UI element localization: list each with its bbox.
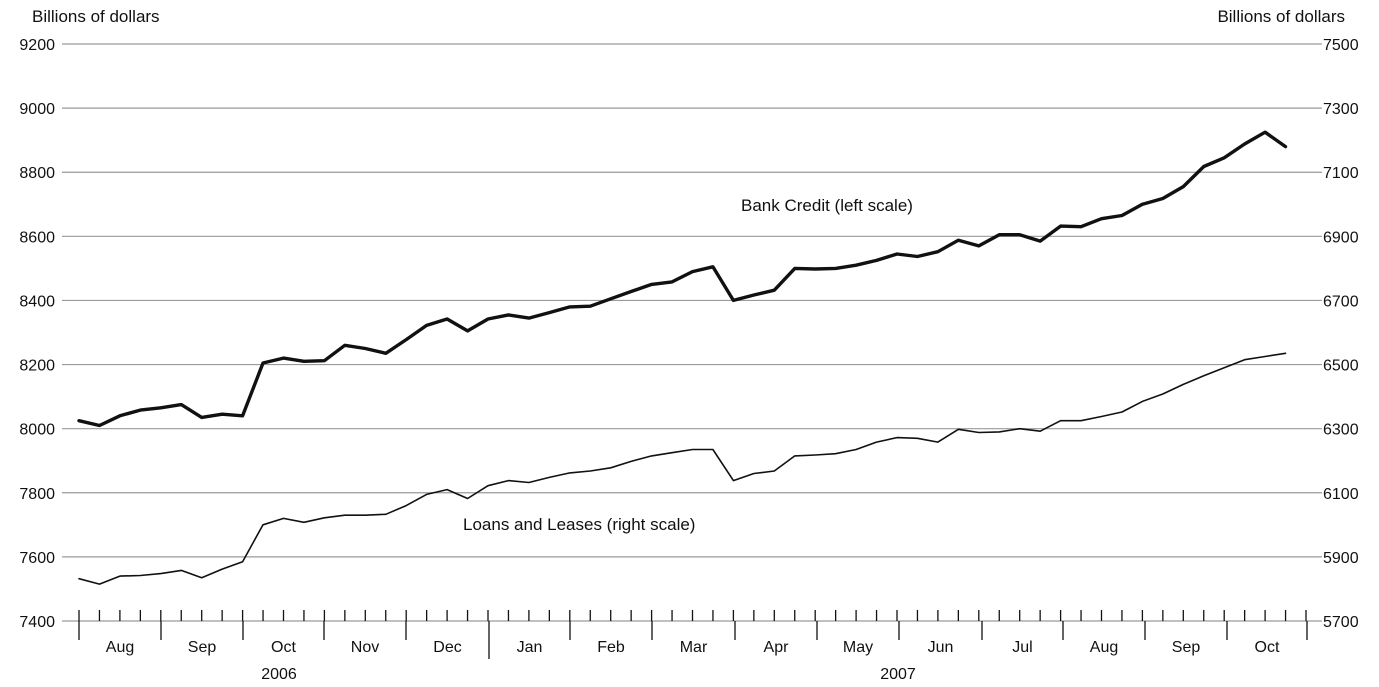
- right-tick-label: 6900: [1323, 229, 1359, 246]
- right-tick-label: 5900: [1323, 550, 1359, 567]
- month-label: Oct: [271, 639, 296, 656]
- loans-leases-annotation: Loans and Leases (right scale): [463, 515, 695, 534]
- right-tick-label: 6300: [1323, 422, 1359, 439]
- left-axis-labels: 9200 9000 8800 8600 8400 8200 8000 7800 7600 7400: [19, 37, 55, 631]
- month-label: Aug: [1090, 639, 1118, 656]
- right-axis-labels: 7500 7300 7100 6900 6700 6500 6300 6100 5900 5700: [1323, 37, 1359, 631]
- left-tick-label: 7800: [19, 486, 55, 503]
- month-label: Dec: [433, 639, 461, 656]
- month-label: May: [843, 639, 873, 656]
- left-tick-label: 8400: [19, 293, 55, 310]
- left-tick-label: 7600: [19, 550, 55, 567]
- left-tick-label: 9200: [19, 37, 55, 54]
- right-tick-label: 6100: [1323, 486, 1359, 503]
- right-axis-title: Billions of dollars: [1217, 7, 1345, 26]
- left-tick-label: 7400: [19, 614, 55, 631]
- month-label: Nov: [351, 639, 379, 656]
- month-label: Aug: [106, 639, 134, 656]
- right-tick-label: 6500: [1323, 358, 1359, 375]
- month-label: Jun: [928, 639, 954, 656]
- month-label: Feb: [597, 639, 625, 656]
- x-axis: Aug Sep Oct Nov Dec Jan Feb Mar Apr May Jun Jul Aug S…: [78, 610, 1308, 683]
- left-tick-label: 8000: [19, 422, 55, 439]
- loans-leases-line: [78, 352, 1287, 585]
- right-tick-label: 7100: [1323, 165, 1359, 182]
- left-tick-label: 9000: [19, 101, 55, 118]
- right-tick-label: 5700: [1323, 614, 1359, 631]
- month-label: Jul: [1012, 639, 1032, 656]
- left-axis-title: Billions of dollars: [32, 7, 160, 26]
- month-label: Sep: [1172, 639, 1201, 656]
- left-tick-label: 8200: [19, 358, 55, 375]
- right-tick-label: 7300: [1323, 101, 1359, 118]
- left-tick-label: 8600: [19, 229, 55, 246]
- gridlines: [62, 43, 1322, 622]
- right-tick-label: 6700: [1323, 293, 1359, 310]
- month-label: Mar: [680, 639, 708, 656]
- month-label: Oct: [1255, 639, 1280, 656]
- left-tick-label: 8800: [19, 165, 55, 182]
- series-lines: [77, 130, 1288, 585]
- bank-credit-line: [77, 130, 1288, 428]
- right-tick-label: 7500: [1323, 37, 1359, 54]
- month-label: Sep: [188, 639, 217, 656]
- month-label: Jan: [517, 639, 543, 656]
- bank-credit-annotation: Bank Credit (left scale): [741, 196, 913, 215]
- month-label: Apr: [764, 639, 790, 656]
- year-label: 2007: [880, 666, 916, 683]
- year-label: 2006: [261, 666, 297, 683]
